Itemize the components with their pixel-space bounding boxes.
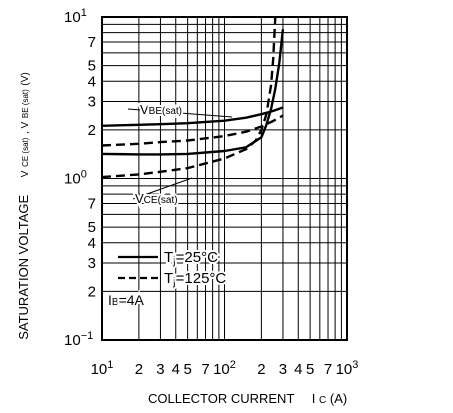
- y-axis-label: SATURATION VOLTAGE V CE (sat) , V BE (sa…: [16, 72, 31, 340]
- series-line-vbe-25c: [101, 106, 284, 127]
- x-tick-label: 7: [201, 361, 209, 378]
- y-axis-label-sym2: V: [20, 121, 31, 128]
- y-tick-label: 10−1: [64, 330, 93, 349]
- x-axis-label-unit: (A): [330, 391, 347, 406]
- x-tick-label: 7: [324, 361, 332, 378]
- y-axis-label-sep: ,: [20, 128, 31, 134]
- vbe-annotation: VBE(sat): [140, 102, 182, 117]
- vce-leader-line: [132, 177, 193, 200]
- series-group: [101, 16, 285, 179]
- x-tick-label: 103: [336, 359, 359, 378]
- y-axis-label-sym2-sub: BE (sat): [21, 89, 30, 118]
- y-tick-label: 4: [88, 73, 96, 90]
- y-tick-label: 4: [88, 235, 96, 252]
- y-tick-label: 5: [88, 219, 96, 236]
- x-tick-label: 2: [135, 361, 143, 378]
- y-axis-label-unit: (V): [20, 72, 31, 85]
- x-axis-label-sym: I: [312, 391, 316, 406]
- y-axis-label-sym1: V: [20, 170, 31, 177]
- x-tick-label: 3: [279, 361, 287, 378]
- x-tick-labels: 101 2 3 4 5 7 102 2 3 4 5 7 103: [91, 359, 359, 378]
- x-axis-label-sym-sub: C: [319, 395, 326, 406]
- series-line-vce-125c: [101, 16, 277, 179]
- legend-entry-25c: Tj=25°C: [164, 249, 218, 267]
- x-tick-label: 5: [183, 361, 191, 378]
- y-tick-label: 5: [88, 58, 96, 75]
- x-tick-label: 4: [172, 361, 180, 378]
- y-tick-label: 3: [88, 255, 96, 272]
- x-axis-label-main: COLLECTOR CURRENT: [148, 391, 294, 406]
- x-tick-label: 102: [213, 359, 236, 378]
- y-axis-label-sym1-sub: CE (sat): [21, 137, 30, 167]
- grid: [101, 17, 347, 341]
- legend-entry-125c: Tj=125°C: [164, 270, 226, 288]
- y-tick-label: 2: [88, 283, 96, 300]
- y-tick-label: 7: [88, 34, 96, 51]
- y-tick-label: 7: [88, 196, 96, 213]
- vce-annotation: VCE(sat): [135, 191, 178, 206]
- y-tick-label: 2: [88, 122, 96, 139]
- x-tick-label: 101: [91, 359, 114, 378]
- y-tick-label: 101: [64, 7, 87, 26]
- y-tick-label: 3: [88, 93, 96, 110]
- x-tick-label: 5: [306, 361, 314, 378]
- x-axis-label: COLLECTOR CURRENT I C (A): [148, 391, 347, 406]
- vbe-leader-line: [127, 108, 233, 118]
- series-line-vbe-125c: [101, 114, 284, 147]
- series-line-vce-25c: [101, 29, 285, 156]
- ib-annotation: IB=4A: [108, 292, 145, 308]
- legend: Tj=25°C Tj=125°C: [118, 247, 228, 290]
- x-tick-label: 4: [294, 361, 302, 378]
- y-tick-label: 100: [64, 169, 87, 188]
- x-tick-label: 3: [156, 361, 164, 378]
- x-tick-label: 2: [257, 361, 265, 378]
- y-axis-label-main: SATURATION VOLTAGE: [16, 195, 31, 340]
- plot-frame: [101, 16, 348, 341]
